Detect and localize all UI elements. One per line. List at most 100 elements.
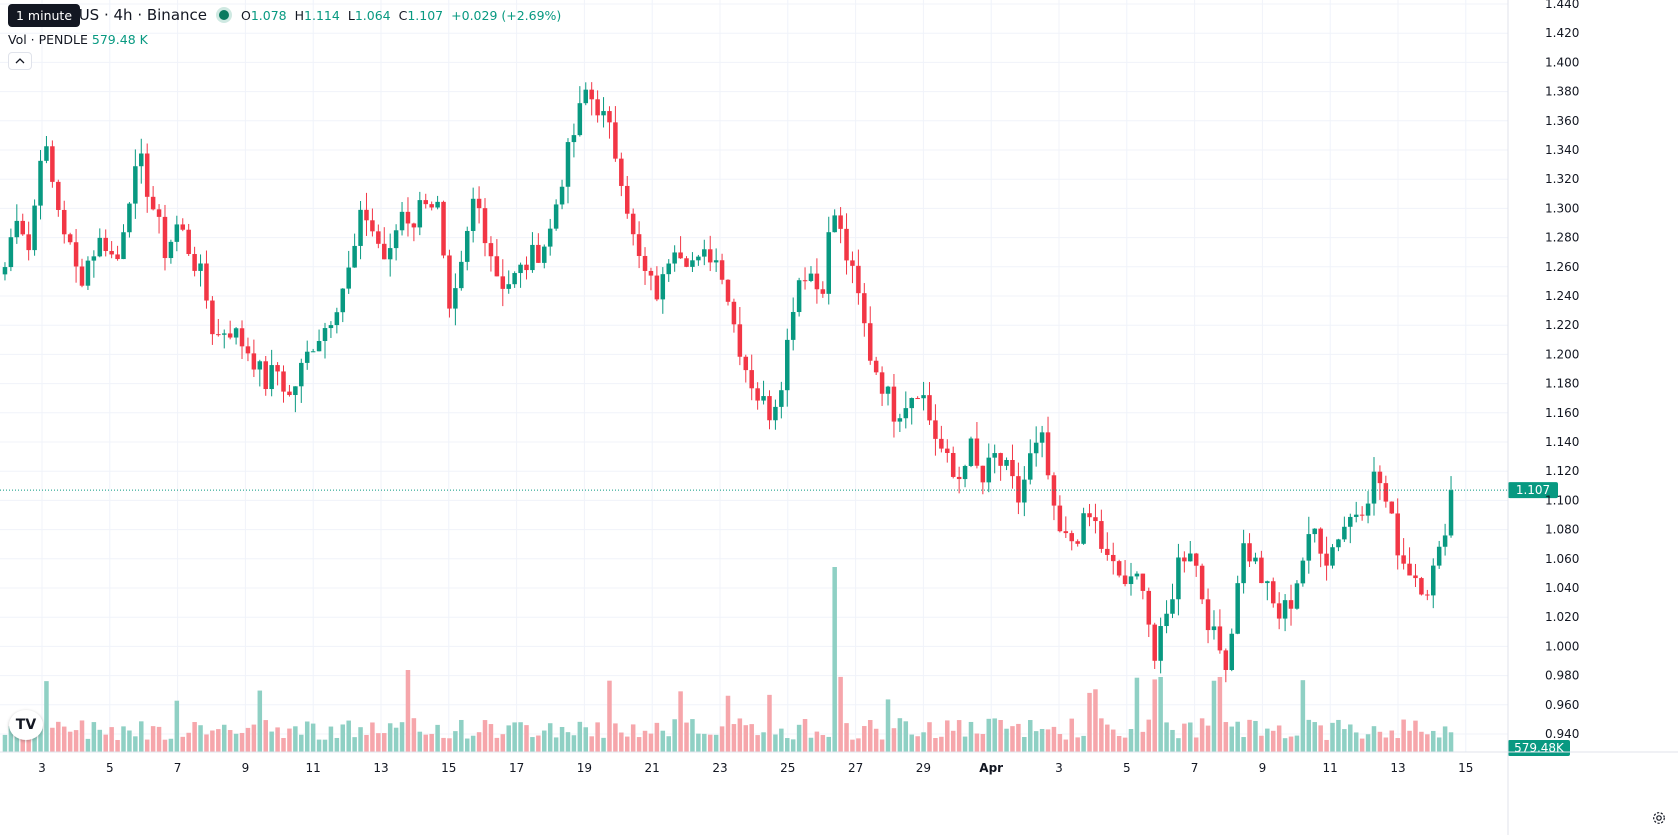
volume-bar [488,724,494,752]
candle [1217,609,1223,654]
candle [180,218,186,232]
volume-bar [802,719,808,752]
volume-bar [334,737,340,752]
price-tick-label: 1.240 [1545,289,1579,303]
volume-bar [613,723,618,752]
volume-bar [399,722,405,752]
candle [1022,466,1027,517]
candle [340,288,346,323]
price-tick-label: 1.000 [1545,639,1579,653]
candle [1223,648,1229,683]
candle [494,239,500,277]
volume-bar [814,731,820,752]
time-tick-label: 13 [373,761,388,775]
volume-bar [387,723,393,752]
candle [239,320,245,360]
price-tick-label: 1.080 [1545,523,1579,537]
candle [790,297,796,351]
candle [1389,501,1395,514]
market-status-icon[interactable] [219,10,229,20]
candle [921,381,926,411]
volume-bar [1140,731,1146,752]
volume-bar [619,732,624,752]
volume-bar [696,733,701,752]
candle [607,106,612,139]
candle [927,382,932,425]
volume-bar [316,739,322,752]
candle [577,86,583,137]
candle [1164,600,1169,634]
time-tick-label: 11 [306,761,321,775]
gear-icon [1653,812,1665,824]
candle [530,232,535,273]
volume-bar [376,733,381,752]
candle [844,213,849,275]
price-axis[interactable]: 1.440 1.420 1.400 1.380 1.360 1.340 1.320 1.300… [1507,0,1579,835]
candle [85,256,91,290]
volume-bar [873,728,879,752]
volume-bar [370,722,375,752]
price-tick-label: 1.320 [1545,172,1579,186]
volume-bar [1407,730,1412,752]
candle [1259,550,1264,584]
candle [950,446,956,479]
volume-bar [1051,726,1057,752]
volume-bar [1199,718,1205,752]
tradingview-logo[interactable]: TV [9,710,43,740]
candle [933,404,938,456]
candle [1419,576,1424,596]
volume-bar [405,670,411,752]
volume-bar [304,721,310,752]
candle [1353,501,1359,523]
volume-bar [346,720,351,752]
volume-bar [832,567,837,752]
candle [1152,622,1157,669]
last-price-badge [1508,482,1558,499]
candle [1170,583,1175,619]
volume-bar [702,733,707,752]
candle [642,247,648,285]
candle [156,204,162,234]
volume-bar [1045,729,1051,752]
volume-bar [707,734,713,752]
candle [423,193,428,209]
time-tick-label: 25 [780,761,795,775]
volume-bar [133,736,138,752]
volume-bar [1436,737,1442,752]
candle [1211,610,1217,640]
candle [1105,532,1110,561]
candle [121,224,126,260]
candle [482,198,488,257]
candle [1276,592,1282,630]
candle [162,204,168,271]
candle [44,136,49,164]
candle [61,200,67,244]
volume-bar [1010,726,1015,752]
volume-bar [221,724,227,752]
candle [1306,516,1312,574]
volume-bar [97,729,103,752]
volume-bar [263,720,268,752]
candle [939,425,944,453]
volume-bar [115,739,120,752]
time-axis[interactable]: 3 5 7 9 11 13 15 17 19 21 23 25 27 29 Apr 3 5 7 9 11 13 15 [0,751,1678,775]
volume-bar [945,720,950,752]
volume-bar [1336,719,1341,752]
candle [1342,516,1347,542]
candle [168,239,174,264]
volume-label[interactable]: Vol · PENDLE [8,32,88,47]
volume-bar [1276,725,1282,752]
time-tick-label: 5 [106,761,114,775]
volume-bar [139,721,144,752]
volume-bar [654,722,660,752]
volume-bar [233,733,239,752]
candle [387,233,393,277]
volume-bar [150,726,156,752]
settings-button[interactable] [1652,811,1666,829]
collapse-legend-button[interactable] [8,52,32,70]
volume-bar [393,727,399,752]
volume-bar [974,733,980,752]
candle [761,380,766,405]
candle [1081,507,1086,545]
